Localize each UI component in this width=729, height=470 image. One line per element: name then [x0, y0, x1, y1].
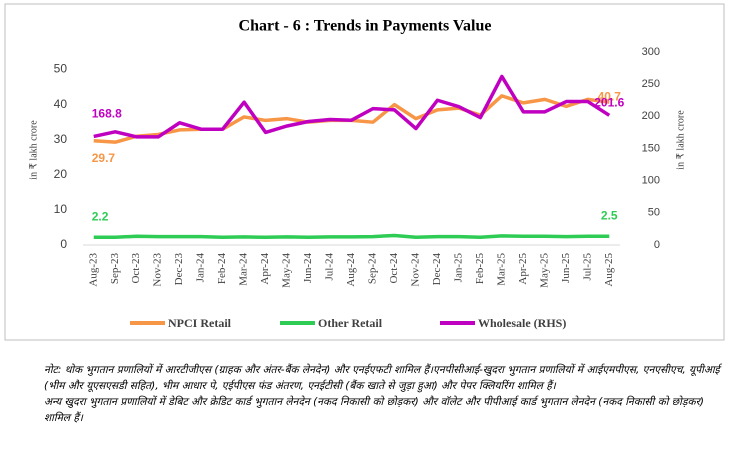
chart-border — [4, 3, 725, 341]
y2-tick-label: 250 — [642, 78, 660, 90]
x-tick-label: Dec-23 — [173, 253, 185, 286]
x-tick-label: Aug-25 — [603, 253, 615, 287]
x-tick-label: Sep-23 — [109, 253, 121, 285]
x-tick-label: Aug-24 — [345, 253, 357, 287]
note-text: अन्य खुदरा भुगतान प्रणालियों में डेबिट औ… — [44, 396, 704, 424]
legend-label: NPCI Retail — [168, 316, 232, 330]
chart-title: Chart - 6 : Trends in Payments Value — [239, 18, 492, 35]
x-tick-label: May-24 — [281, 253, 293, 288]
data-label: 2.5 — [601, 208, 618, 222]
data-label: 2.2 — [92, 209, 109, 223]
legend-label: Wholesale (RHS) — [478, 316, 566, 330]
x-tick-label: Jul-25 — [581, 253, 593, 281]
data-label: 168.8 — [92, 107, 122, 121]
y2-tick-label: 0 — [654, 239, 660, 251]
y2-tick-label: 200 — [642, 110, 660, 122]
x-tick-label: Jun-24 — [302, 253, 314, 283]
y2-tick-label: 150 — [642, 142, 660, 154]
note-text: नोट: थोक भुगतान प्रणालियों में आरटीजीएस … — [44, 364, 720, 392]
y2-axis-label: in ₹ lakh crore — [675, 110, 686, 170]
y2-tick-label: 50 — [648, 207, 660, 219]
data-label: 201.6 — [594, 95, 624, 109]
x-tick-label: Feb-24 — [216, 253, 228, 285]
x-tick-label: Nov-23 — [152, 253, 164, 287]
y-tick-label: 30 — [54, 132, 68, 146]
y2-tick-label: 300 — [642, 46, 660, 58]
y-tick-label: 20 — [54, 167, 68, 181]
x-tick-label: May-25 — [538, 253, 550, 288]
x-tick-label: Dec-24 — [431, 253, 443, 286]
x-tick-label: Mar-24 — [238, 253, 250, 286]
x-tick-label: Apr-25 — [517, 253, 529, 285]
data-label: 40.7 — [598, 89, 622, 103]
y-axis-label: in ₹ lakh crore — [28, 120, 39, 180]
x-tick-label: Jul-24 — [324, 253, 336, 281]
y-tick-label: 10 — [54, 202, 68, 216]
y-tick-label: 40 — [54, 97, 68, 111]
x-tick-label: Jan-25 — [452, 253, 464, 283]
chart: Chart - 6 : Trends in Payments Value in … — [4, 3, 725, 341]
y-tick-label: 50 — [54, 62, 68, 76]
y-tick-label: 0 — [60, 237, 67, 251]
x-tick-label: Sep-24 — [367, 253, 379, 285]
x-tick-label: Nov-24 — [409, 253, 421, 287]
y2-tick-label: 100 — [642, 175, 660, 187]
x-tick-label: Jan-24 — [195, 253, 207, 283]
x-tick-label: Aug-23 — [87, 253, 99, 287]
x-tick-label: Jun-25 — [560, 253, 572, 283]
note: नोट: थोक भुगतान प्रणालियों में आरटीजीएस … — [44, 362, 724, 426]
series-line — [93, 74, 611, 139]
x-tick-label: Oct-23 — [130, 253, 142, 284]
x-tick-label: Apr-24 — [259, 253, 271, 285]
x-tick-label: Feb-25 — [474, 253, 486, 285]
data-label: 29.7 — [92, 151, 116, 165]
legend-label: Other Retail — [318, 316, 383, 330]
series-line — [93, 233, 610, 240]
x-tick-label: Oct-24 — [388, 253, 400, 284]
x-tick-label: Mar-25 — [495, 253, 507, 286]
